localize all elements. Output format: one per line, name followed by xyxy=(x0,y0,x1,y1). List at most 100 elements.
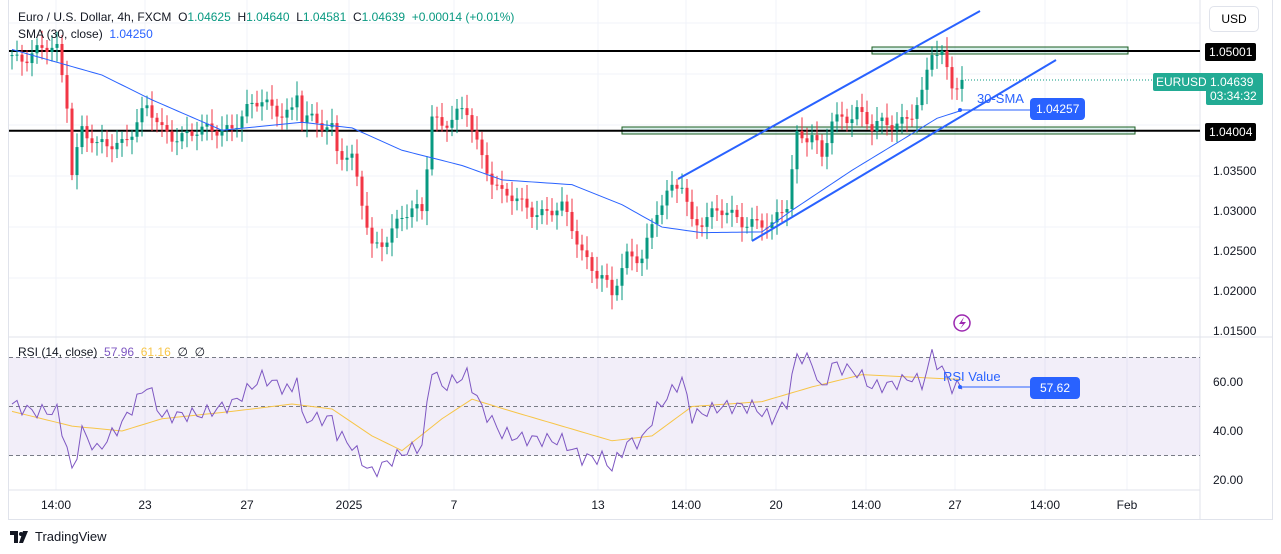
candle-body xyxy=(255,102,259,107)
candle-body xyxy=(20,54,24,62)
candle-body xyxy=(510,195,514,202)
candle-body xyxy=(25,61,29,64)
sma-legend[interactable]: SMA (30, close) 1.04250 xyxy=(18,27,153,41)
lightning-icon xyxy=(953,314,971,332)
last-price: 1.04639 xyxy=(1210,75,1254,89)
time-axis-label: 14:00 xyxy=(1030,498,1060,512)
candle-body xyxy=(450,119,454,128)
candle-body xyxy=(680,187,684,189)
candle-body xyxy=(875,121,879,132)
candle-body xyxy=(955,88,959,90)
change-value: +0.00014 (+0.01%) xyxy=(411,10,515,24)
candle-body xyxy=(685,187,689,202)
candle-body xyxy=(840,114,844,117)
rsi-axis-label: 60.00 xyxy=(1213,375,1243,389)
last-price-tag: 1.04639 03:34:32 xyxy=(1206,73,1263,105)
symbol-title[interactable]: Euro / U.S. Dollar, 4h, FXCM xyxy=(18,10,172,24)
candle-body xyxy=(515,198,519,202)
candle-body xyxy=(455,108,459,120)
currency-button[interactable]: USD xyxy=(1209,6,1259,32)
candle-body xyxy=(675,184,679,189)
candle-body xyxy=(565,201,569,212)
rsi-legend[interactable]: RSI (14, close) 57.96 61.16 ∅ ∅ xyxy=(18,345,205,359)
time-axis-label: 7 xyxy=(451,498,458,512)
candle-body xyxy=(270,99,274,106)
candle-body xyxy=(910,118,914,120)
candle-body xyxy=(745,226,749,228)
candle-body xyxy=(400,217,404,219)
low-value: 1.04581 xyxy=(302,10,347,24)
candle-body xyxy=(160,122,164,126)
candle-body xyxy=(540,209,544,216)
candle-body xyxy=(145,105,149,109)
time-axis-label: 14:00 xyxy=(671,498,701,512)
price-axis-label: 1.02000 xyxy=(1213,284,1257,298)
candle-body xyxy=(10,55,14,57)
candle-body xyxy=(355,153,359,177)
candle-body xyxy=(370,227,374,244)
candle-body xyxy=(105,139,109,147)
candle-body xyxy=(775,212,779,223)
candle-body xyxy=(360,176,364,206)
candle-body xyxy=(380,242,384,247)
candle-body xyxy=(425,169,429,212)
candle-body xyxy=(505,188,509,196)
candle-body xyxy=(205,123,209,127)
close-value: 1.04639 xyxy=(361,10,406,24)
candle-body xyxy=(185,131,189,134)
candle-body xyxy=(545,209,549,211)
tradingview-logo[interactable]: TradingView xyxy=(10,529,107,544)
rsi-line xyxy=(11,349,963,478)
candle-body xyxy=(465,108,469,116)
candle-body xyxy=(140,108,144,123)
candle-body xyxy=(430,116,434,170)
lower-channel-line xyxy=(751,59,1057,242)
sma-value: 1.04250 xyxy=(109,27,153,41)
candle-body xyxy=(895,123,899,131)
candle-body xyxy=(605,275,609,280)
candle-body xyxy=(575,231,579,245)
candle-body xyxy=(730,209,734,213)
sma-annotation: 30-SMA xyxy=(977,91,1024,106)
candle-body xyxy=(735,209,739,218)
candle-body xyxy=(230,125,234,129)
candle-body xyxy=(395,218,399,229)
candle-body xyxy=(750,219,754,227)
candle-body xyxy=(715,208,719,211)
candle-body xyxy=(915,105,919,119)
candle-body xyxy=(95,142,99,144)
candle-body xyxy=(295,95,299,108)
candle-body xyxy=(690,201,694,220)
candle-body xyxy=(805,138,809,143)
candle-body xyxy=(375,242,379,244)
candle-body xyxy=(315,113,319,124)
close-label: C xyxy=(352,10,362,24)
candle-body xyxy=(325,127,329,131)
candle-body xyxy=(475,130,479,140)
candle-body xyxy=(410,208,414,218)
time-axis-label: 23 xyxy=(138,498,152,512)
sma-line xyxy=(11,48,963,234)
candle-body xyxy=(345,157,349,160)
rsi-na-1: ∅ xyxy=(177,345,188,359)
candle-body xyxy=(65,75,69,109)
candle-body xyxy=(220,129,224,136)
candle-body xyxy=(150,105,154,118)
candle-body xyxy=(950,67,954,89)
candle-body xyxy=(135,122,139,137)
candle-body xyxy=(285,109,289,118)
candle-body xyxy=(670,184,674,191)
rsi-annotation: RSI Value xyxy=(943,369,1001,384)
candle-body xyxy=(125,139,129,141)
candle-body xyxy=(215,131,219,136)
candle-body xyxy=(495,184,499,186)
candle-body xyxy=(60,43,64,76)
candle-body xyxy=(75,147,79,176)
rsi-value: 57.96 xyxy=(104,345,135,359)
rsi-axis-label: 40.00 xyxy=(1213,424,1243,438)
level-low-tag: 1.04004 xyxy=(1205,123,1257,141)
candle-body xyxy=(165,125,169,132)
candle-body xyxy=(385,242,389,247)
candle-body xyxy=(390,228,394,243)
